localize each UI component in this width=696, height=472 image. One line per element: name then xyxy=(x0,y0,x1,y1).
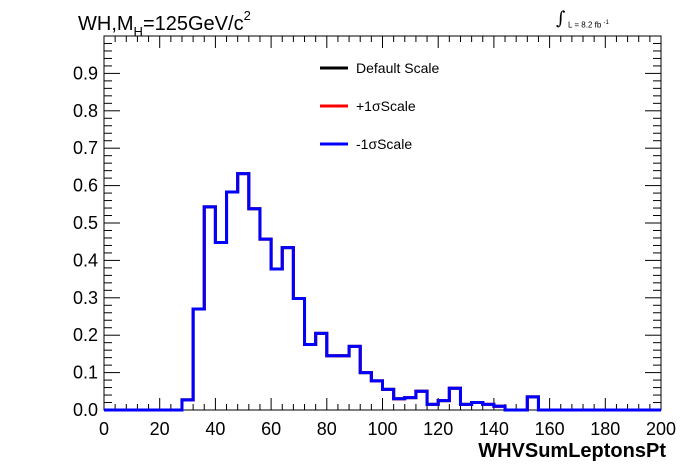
legend-label: +1σScale xyxy=(356,98,416,114)
y-tick-label: 0.8 xyxy=(73,101,98,121)
title-subscript: H xyxy=(133,24,143,39)
title-superscript: 2 xyxy=(243,8,251,23)
legend-label: Default Scale xyxy=(356,60,439,76)
y-tick-label: 0.2 xyxy=(73,325,98,345)
x-tick-label: 0 xyxy=(99,419,109,439)
y-tick-label: 0.9 xyxy=(73,63,98,83)
histogram-series xyxy=(104,172,661,412)
x-axis-title: WHVSumLeptonsPt xyxy=(478,440,666,462)
plot-frame xyxy=(103,35,662,411)
series-line-default-scale xyxy=(104,172,661,412)
axis-tick-labels: 0 20 40 60 80 100 120 140 160 180 200 0.0 0.1 0.2 0.3 0… xyxy=(73,63,676,439)
legend-label: -1σScale xyxy=(356,136,412,152)
y-tick-label: 0.0 xyxy=(73,400,98,420)
chart-title: WH,MH=125GeV/c2 xyxy=(78,8,251,39)
x-tick-label: 80 xyxy=(317,419,337,439)
x-tick-label: 60 xyxy=(261,419,281,439)
title-mid: =125GeV/c xyxy=(142,13,244,35)
legend: Default Scale +1σScale -1σScale xyxy=(320,60,439,152)
x-tick-label: 100 xyxy=(367,419,397,439)
y-tick-label: 0.1 xyxy=(73,363,98,383)
integral-symbol: ∫ xyxy=(556,8,566,29)
luminosity-text: L = 8.2 fb xyxy=(568,20,602,30)
x-tick-label: 140 xyxy=(479,419,509,439)
y-tick-label: 0.6 xyxy=(73,176,98,196)
x-tick-label: 160 xyxy=(535,419,565,439)
x-tick-label: 40 xyxy=(205,419,225,439)
y-tick-label: 0.5 xyxy=(73,213,98,233)
title-prefix: WH,M xyxy=(78,13,134,35)
x-tick-label: 200 xyxy=(646,419,676,439)
y-tick-label: 0.4 xyxy=(73,250,98,270)
x-tick-label: 180 xyxy=(590,419,620,439)
series-line--1-scale xyxy=(104,172,661,412)
series-line--1-scale xyxy=(104,172,661,412)
y-tick-label: 0.3 xyxy=(73,288,98,308)
x-tick-label: 20 xyxy=(150,419,170,439)
x-tick-label: 120 xyxy=(423,419,453,439)
axis-ticks xyxy=(103,36,662,411)
luminosity-unit-exponent: -1 xyxy=(603,20,609,26)
y-tick-label: 0.7 xyxy=(73,138,98,158)
